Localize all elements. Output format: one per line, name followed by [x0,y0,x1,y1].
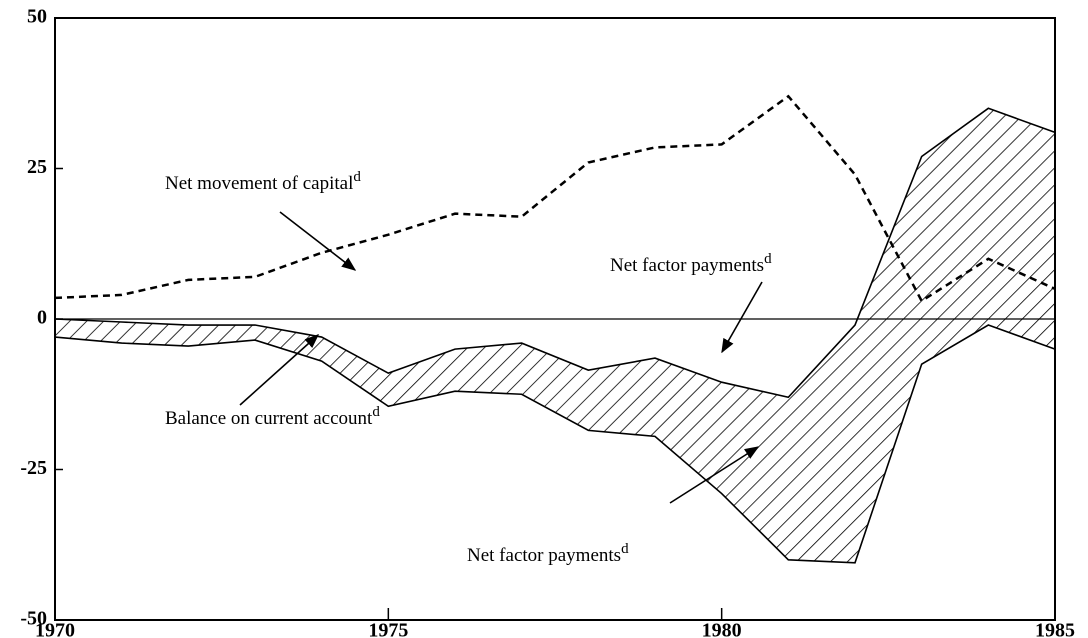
annotation-arrow [721,281,763,354]
y-tick-label: -50 [20,608,47,630]
annotation-text: Balance on current account [165,408,373,429]
annotation-text: Net factor payments [610,255,764,276]
y-tick-label: 0 [37,307,47,329]
hatched-band [55,108,1055,563]
series-line [54,324,1056,564]
annotation-arrow [239,334,320,406]
annotation-arrow [279,211,357,271]
x-tick-label: 1975 [368,620,408,638]
series-line [54,94,1056,303]
annotation: Balance on current accountd [165,404,380,429]
annotation-arrow [669,446,760,504]
annotation-text: Net factor payments [467,545,621,566]
annotation: Net factor paymentsd [467,541,629,566]
annotation-sup: d [353,169,361,185]
annotation-text: Net movement of capital [165,173,353,194]
y-tick-label: 50 [27,6,47,28]
y-tick-label: 25 [27,156,47,178]
x-tick-label: 1980 [702,620,742,638]
annotation: Net factor paymentsd [610,251,772,276]
annotation-sup: d [764,251,772,267]
annotation: Net movement of capitald [165,169,361,194]
x-tick-label: 1985 [1035,620,1075,638]
x-tick-label: 1970 [35,620,75,638]
series-line [54,107,1056,399]
annotation-sup: d [372,404,380,420]
annotation-sup: d [621,541,629,557]
y-tick-label: -25 [20,457,47,479]
